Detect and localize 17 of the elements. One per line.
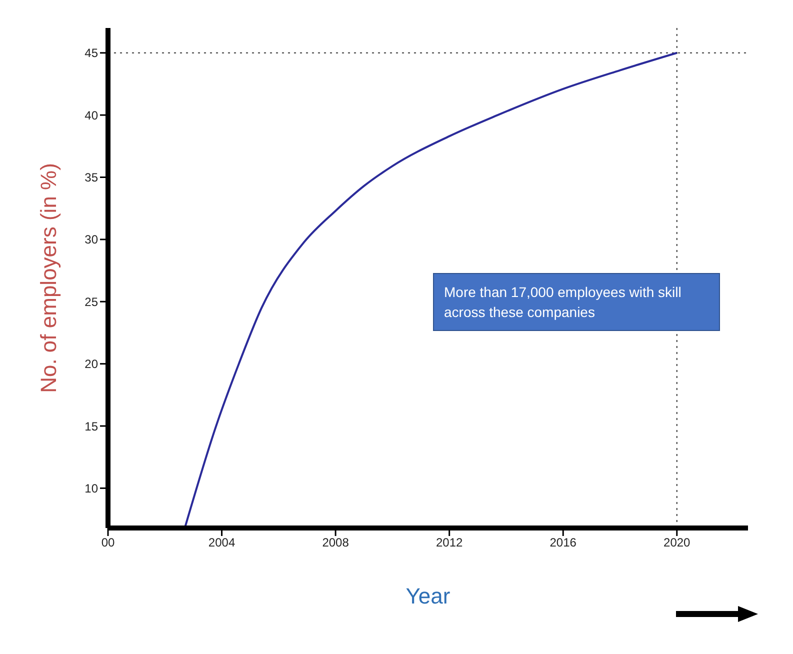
x-tick-label: 2012 [436,536,464,550]
y-tick-label: 20 [84,357,98,372]
y-tick-label: 45 [84,46,98,60]
y-tick-label: 15 [84,419,98,434]
note-box: More than 17,000 employees with skill across these companies [433,273,720,331]
y-tick-label: 25 [84,294,98,309]
x-tick-label: 2008 [322,536,350,550]
y-axis-title: No. of employers (in %) [36,163,61,393]
y-tick-label: 10 [84,481,98,496]
y-tick-label: 30 [84,232,98,247]
x-tick-label: 2016 [550,536,577,550]
x-axis-title: Year [406,584,450,609]
x-tick-label: 2020 [664,536,691,550]
x-tick-label: 2004 [208,536,236,550]
x-tick-label: 00 [101,536,115,550]
y-tick-label: 40 [84,108,98,122]
y-tick-label: 35 [84,170,98,185]
